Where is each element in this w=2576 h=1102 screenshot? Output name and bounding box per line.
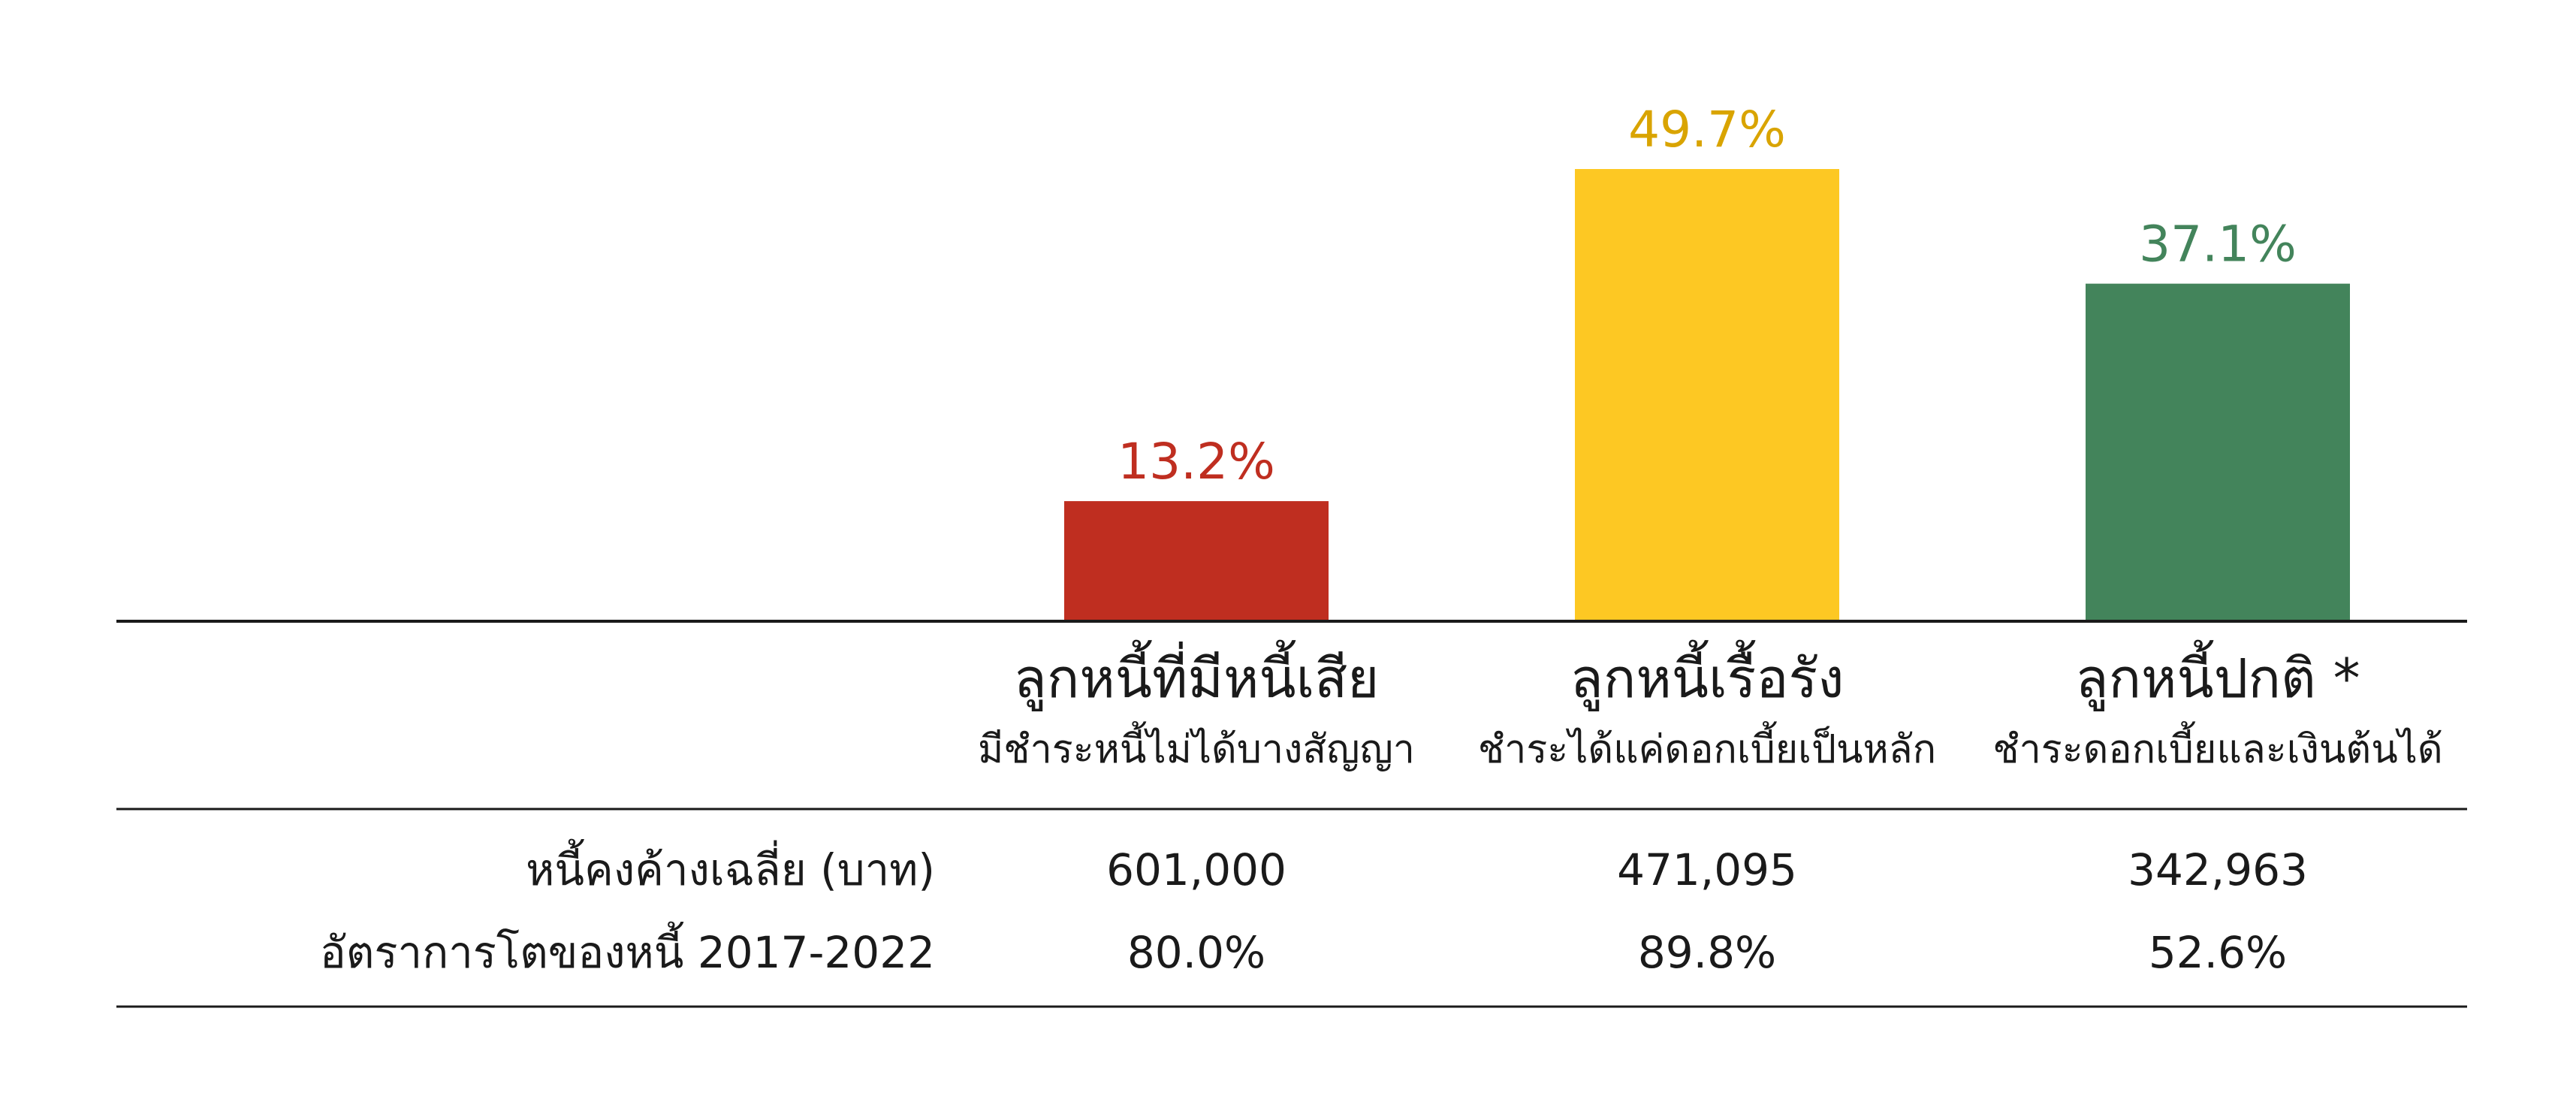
category-title-1: ลูกหนี้ที่มีหนี้เสีย bbox=[1014, 639, 1380, 711]
bar-2 bbox=[1575, 169, 1839, 621]
bar-3 bbox=[2086, 283, 2350, 621]
table-cell-2-2: 89.8% bbox=[1638, 927, 1776, 978]
table-cell-2-3: 52.6% bbox=[2149, 927, 2287, 978]
bars-layer bbox=[1064, 169, 2350, 621]
bar-1 bbox=[1064, 501, 1329, 621]
category-title-3: ลูกหนี้ปกติ * bbox=[2075, 639, 2360, 711]
bar-value-label-1: 13.2% bbox=[1118, 433, 1275, 491]
category-subtitle-1: มีชำระหนี้ไม่ได้บางสัญญา bbox=[978, 721, 1415, 772]
category-subtitle-3: ชำระดอกเบี้ยและเงินต้นได้ bbox=[1992, 721, 2442, 772]
table-cell-1-3: 342,963 bbox=[2128, 844, 2308, 895]
table-row-label-1: หนี้คงค้างเฉลี่ย (บาท) bbox=[526, 839, 935, 895]
value-labels-layer: 13.2% 49.7% 37.1% bbox=[1118, 101, 2297, 491]
category-subtitle-2: ชำระได้แค่ดอกเบี้ยเป็นหลัก bbox=[1478, 721, 1936, 772]
category-labels-layer: ลูกหนี้ที่มีหนี้เสียมีชำระหนี้ไม่ได้บางส… bbox=[978, 639, 2443, 772]
table-cell-1-2: 471,095 bbox=[1617, 844, 1797, 895]
bar-value-label-2: 49.7% bbox=[1628, 101, 1786, 159]
summary-table: หนี้คงค้างเฉลี่ย (บาท) 601,000 471,095 342,… bbox=[320, 839, 2308, 978]
table-cell-1-1: 601,000 bbox=[1106, 844, 1286, 895]
table-cell-2-1: 80.0% bbox=[1127, 927, 1265, 978]
category-title-2: ลูกหนี้เรื้อรัง bbox=[1570, 639, 1845, 711]
table-row-label-2: อัตราการโตของหนี้ 2017-2022 bbox=[320, 922, 935, 978]
bar-value-label-3: 37.1% bbox=[2139, 216, 2297, 273]
